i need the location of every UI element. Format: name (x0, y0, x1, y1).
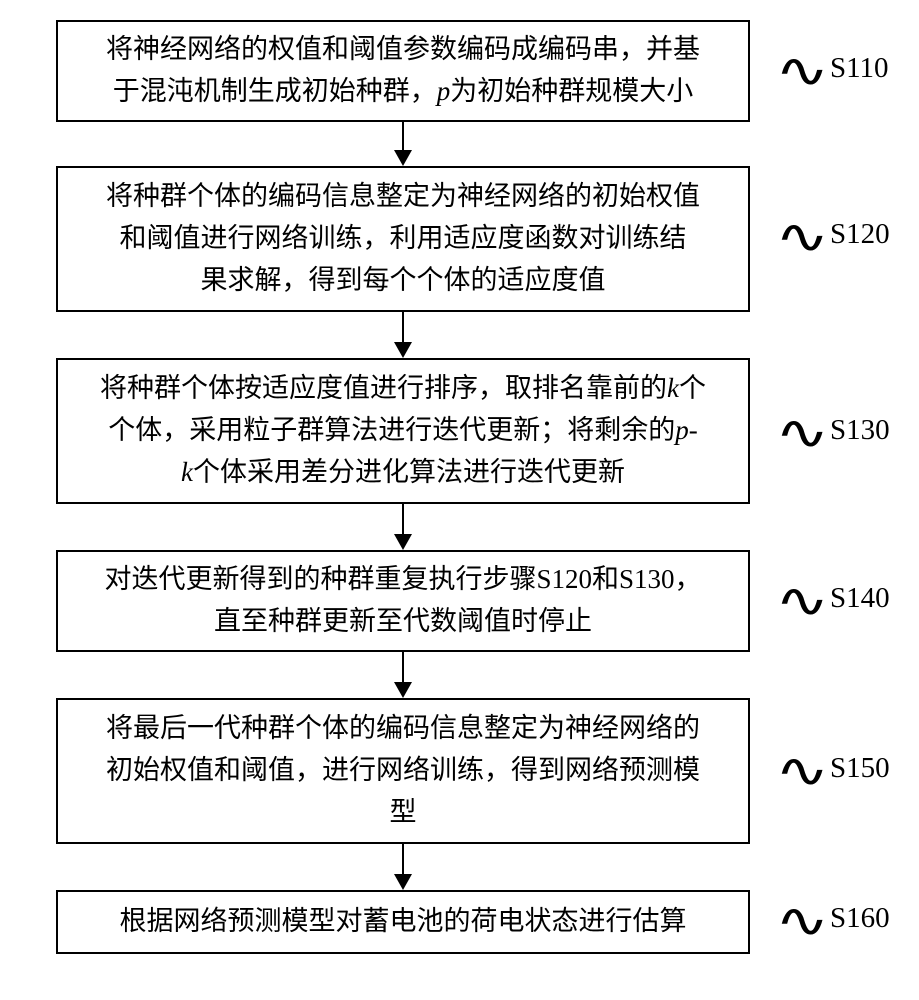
step-label-s150: S150 (830, 752, 890, 785)
step-label-s110: S110 (830, 52, 889, 85)
step-label-s140: S140 (830, 582, 890, 615)
connector-tilde-s160: ∿ (775, 894, 829, 949)
arrow-line-1 (402, 312, 405, 342)
connector-tilde-s130: ∿ (775, 406, 829, 461)
step-label-s120: S120 (830, 218, 890, 251)
arrow-line-2 (402, 504, 405, 534)
arrow-head-0 (394, 150, 412, 166)
flowchart-step-s110: 将神经网络的权值和阈值参数编码成编码串，并基于混沌机制生成初始种群，p为初始种群… (56, 20, 750, 122)
flowchart-canvas: 将神经网络的权值和阈值参数编码成编码串，并基于混沌机制生成初始种群，p为初始种群… (0, 0, 919, 1000)
connector-tilde-s150: ∿ (775, 744, 829, 799)
connector-tilde-s120: ∿ (775, 210, 829, 265)
arrow-line-0 (402, 122, 405, 150)
step-label-s130: S130 (830, 414, 890, 447)
arrow-head-1 (394, 342, 412, 358)
connector-tilde-s110: ∿ (775, 44, 829, 99)
connector-tilde-s140: ∿ (775, 574, 829, 629)
arrow-head-4 (394, 874, 412, 890)
step-text: 将种群个体的编码信息整定为神经网络的初始权值和阈值进行网络训练，利用适应度函数对… (106, 176, 700, 302)
step-text: 将最后一代种群个体的编码信息整定为神经网络的初始权值和阈值，进行网络训练，得到网… (106, 708, 700, 834)
flowchart-step-s120: 将种群个体的编码信息整定为神经网络的初始权值和阈值进行网络训练，利用适应度函数对… (56, 166, 750, 312)
step-text: 对迭代更新得到的种群重复执行步骤S120和S130，直至种群更新至代数阈值时停止 (104, 559, 701, 643)
flowchart-step-s140: 对迭代更新得到的种群重复执行步骤S120和S130，直至种群更新至代数阈值时停止 (56, 550, 750, 652)
arrow-head-3 (394, 682, 412, 698)
flowchart-step-s150: 将最后一代种群个体的编码信息整定为神经网络的初始权值和阈值，进行网络训练，得到网… (56, 698, 750, 844)
flowchart-step-s130: 将种群个体按适应度值进行排序，取排名靠前的k个个体，采用粒子群算法进行迭代更新；… (56, 358, 750, 504)
arrow-head-2 (394, 534, 412, 550)
step-text: 将神经网络的权值和阈值参数编码成编码串，并基于混沌机制生成初始种群，p为初始种群… (106, 29, 700, 113)
arrow-line-3 (402, 652, 405, 682)
step-text: 根据网络预测模型对蓄电池的荷电状态进行估算 (120, 901, 687, 943)
arrow-line-4 (402, 844, 405, 874)
step-label-s160: S160 (830, 902, 890, 935)
flowchart-step-s160: 根据网络预测模型对蓄电池的荷电状态进行估算 (56, 890, 750, 954)
step-text: 将种群个体按适应度值进行排序，取排名靠前的k个个体，采用粒子群算法进行迭代更新；… (100, 368, 706, 494)
